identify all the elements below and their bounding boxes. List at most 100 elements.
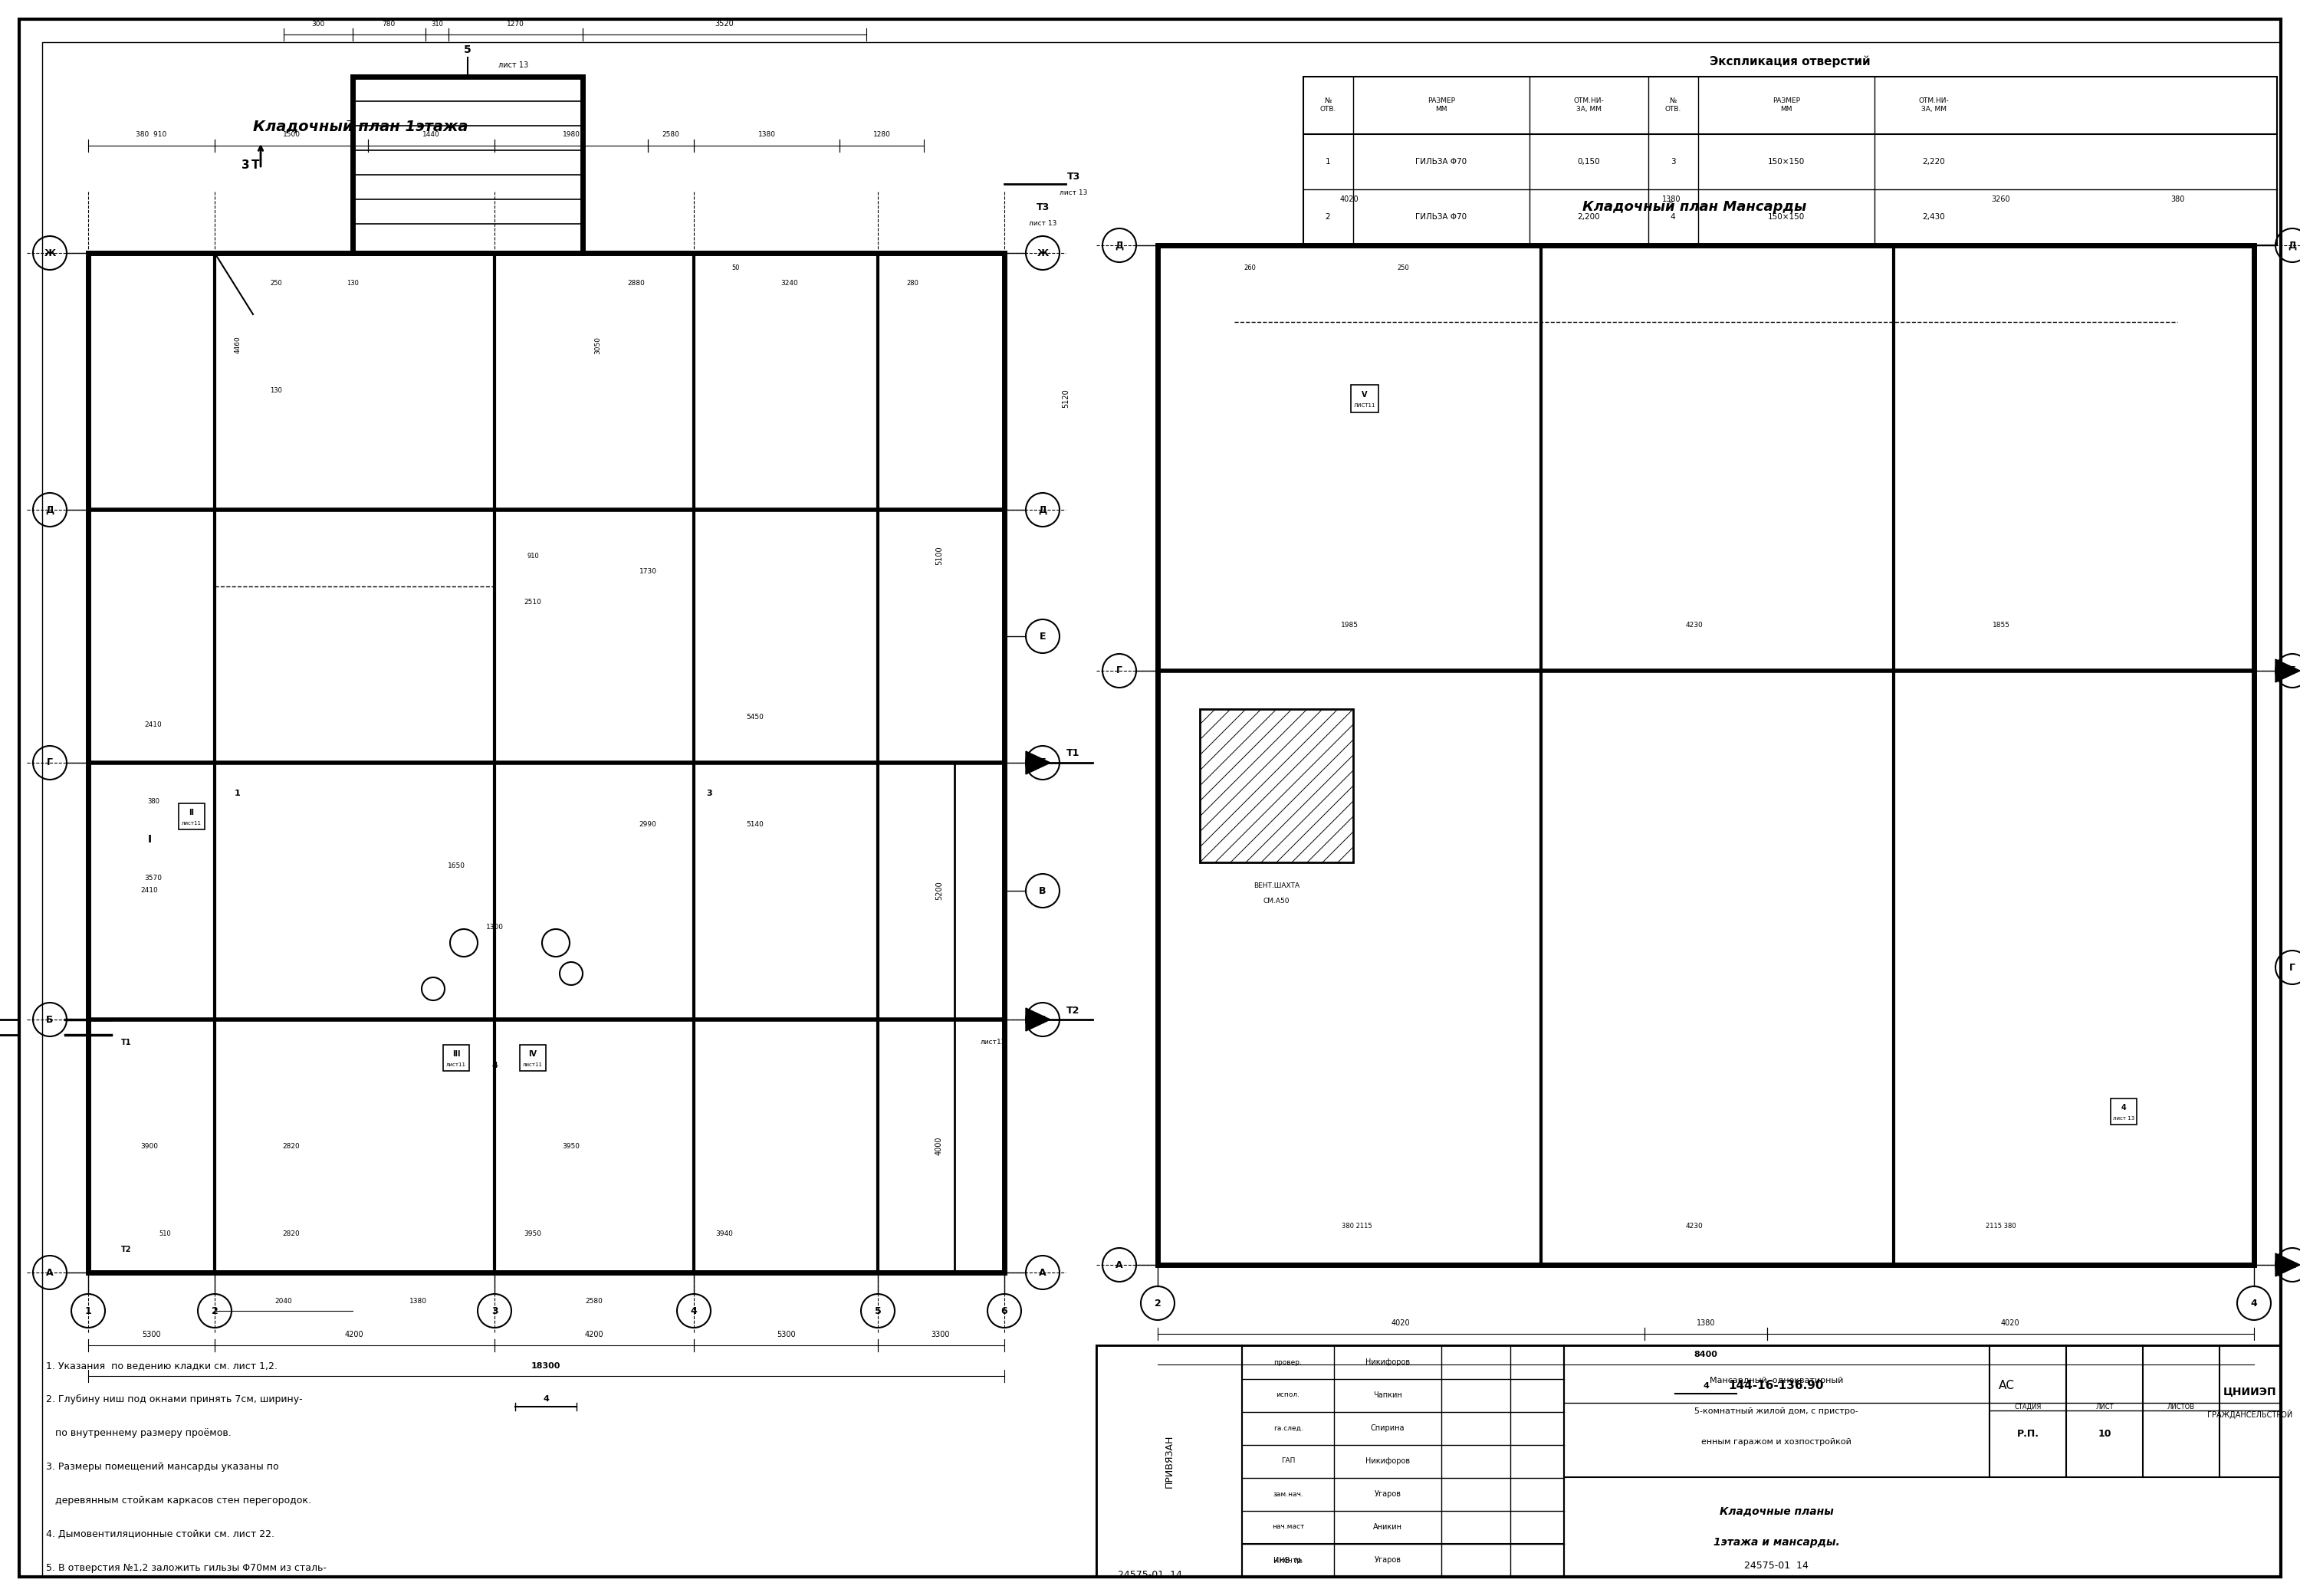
Text: 144-16-136.90: 144-16-136.90 — [1730, 1379, 1824, 1392]
Text: 2,430: 2,430 — [1923, 214, 1946, 220]
Text: зам.нач.: зам.нач. — [1272, 1491, 1304, 1497]
Text: Аникин: Аникин — [1373, 1523, 1403, 1531]
Polygon shape — [1026, 1009, 1051, 1031]
Text: 1440: 1440 — [423, 131, 439, 139]
Text: 250: 250 — [1396, 265, 1410, 271]
Text: 280: 280 — [906, 281, 918, 287]
Bar — [1350, 385, 1378, 412]
Text: 3050: 3050 — [593, 337, 603, 354]
Text: Т1: Т1 — [122, 1039, 131, 1047]
Text: АС: АС — [1999, 1379, 2015, 1392]
Text: ВЕНТ.ШАХТА: ВЕНТ.ШАХТА — [1254, 883, 1300, 889]
Text: 2115 380: 2115 380 — [1985, 1223, 2017, 1231]
Text: 2990: 2990 — [639, 820, 656, 827]
Text: 4: 4 — [2121, 1104, 2125, 1111]
Text: №
ОТВ.: № ОТВ. — [1665, 97, 1681, 112]
Text: ЛИСТОВ: ЛИСТОВ — [2167, 1403, 2194, 1411]
Text: 510: 510 — [159, 1231, 170, 1237]
Text: 5450: 5450 — [748, 713, 764, 720]
Text: Угаров: Угаров — [1375, 1491, 1401, 1499]
Text: 2,220: 2,220 — [1923, 158, 1946, 166]
Text: деревянным стойкам каркасов стен перегородок.: деревянным стойкам каркасов стен перегор… — [46, 1495, 310, 1505]
Text: лист12: лист12 — [980, 1039, 1005, 1045]
Text: СТАДИЯ: СТАДИЯ — [2015, 1403, 2042, 1411]
Text: 2040: 2040 — [276, 1298, 292, 1306]
Bar — [444, 1045, 469, 1071]
Text: ПРИВЯЗАН: ПРИВЯЗАН — [1164, 1435, 1173, 1487]
Text: Мансардный  однокватирный: Мансардный однокватирный — [1709, 1377, 1842, 1384]
Text: V: V — [1362, 391, 1368, 399]
Text: 50: 50 — [731, 265, 741, 271]
Text: 5: 5 — [465, 45, 471, 56]
Text: Г: Г — [2288, 962, 2295, 972]
Text: 1300: 1300 — [485, 924, 504, 930]
Text: по внутреннему размеру проёмов.: по внутреннему размеру проёмов. — [46, 1428, 232, 1438]
Text: 910: 910 — [527, 552, 538, 559]
Text: 1270: 1270 — [506, 21, 524, 27]
Text: 3240: 3240 — [782, 281, 798, 287]
Text: 3260: 3260 — [1992, 195, 2010, 203]
Text: 5120: 5120 — [1063, 389, 1070, 409]
Text: Д: Д — [1116, 241, 1125, 251]
Text: РАЗМЕР
ММ: РАЗМЕР ММ — [1773, 97, 1801, 112]
Text: Экспликация отверстий: Экспликация отверстий — [1709, 56, 1870, 67]
Text: 4000: 4000 — [936, 1136, 943, 1156]
Text: Т1: Т1 — [1067, 749, 1081, 758]
Text: Д: Д — [46, 504, 55, 516]
Text: ГАП: ГАП — [1281, 1457, 1295, 1465]
Text: 2: 2 — [212, 1306, 219, 1315]
Text: Г: Г — [2288, 666, 2295, 675]
Text: 1: 1 — [85, 1306, 92, 1315]
Text: Т3: Т3 — [1067, 171, 1081, 182]
Text: Г: Г — [46, 758, 53, 768]
Text: провер.: провер. — [1274, 1358, 1302, 1366]
Text: Т: Т — [251, 160, 260, 171]
Text: 4: 4 — [1670, 214, 1674, 220]
Text: ЛИСТ: ЛИСТ — [2095, 1403, 2114, 1411]
Text: 5100: 5100 — [936, 546, 943, 565]
Text: 2410: 2410 — [140, 887, 159, 894]
Text: Чапкин: Чапкин — [1373, 1392, 1403, 1400]
Polygon shape — [2275, 1253, 2300, 1277]
Text: 4460: 4460 — [235, 337, 242, 354]
Text: 1985: 1985 — [1341, 621, 1357, 629]
Text: 1980: 1980 — [561, 131, 580, 139]
Text: №
ОТВ.: № ОТВ. — [1320, 97, 1336, 112]
Text: 2580: 2580 — [662, 131, 678, 139]
Text: Угаров: Угаров — [1375, 1556, 1401, 1564]
Polygon shape — [1026, 752, 1051, 774]
Text: III: III — [453, 1050, 460, 1058]
Text: 4230: 4230 — [1686, 621, 1702, 629]
Text: лист11: лист11 — [446, 1063, 467, 1068]
Text: 3: 3 — [492, 1306, 497, 1315]
Text: 1: 1 — [235, 790, 242, 798]
Text: испол.: испол. — [1277, 1392, 1300, 1398]
Text: 780: 780 — [382, 21, 396, 27]
Text: 4020: 4020 — [1341, 195, 1359, 203]
Text: 1380: 1380 — [1697, 1320, 1716, 1326]
Text: 3: 3 — [1670, 158, 1674, 166]
Text: ЦНИИЭП: ЦНИИЭП — [2224, 1385, 2277, 1396]
Bar — [2111, 1098, 2137, 1125]
Text: 380: 380 — [147, 798, 159, 804]
Text: А: А — [1116, 1259, 1122, 1270]
Text: 1: 1 — [1325, 158, 1329, 166]
Text: 5300: 5300 — [777, 1331, 796, 1339]
Text: 1380: 1380 — [759, 131, 775, 139]
Text: лист11: лист11 — [522, 1063, 543, 1068]
Text: 4020: 4020 — [2001, 1320, 2019, 1326]
Text: 4: 4 — [690, 1306, 697, 1315]
Text: 4200: 4200 — [584, 1331, 603, 1339]
Polygon shape — [2275, 659, 2300, 681]
Text: 130: 130 — [269, 388, 283, 394]
Text: 2580: 2580 — [586, 1298, 603, 1306]
Text: 3300: 3300 — [932, 1331, 950, 1339]
Text: 1380: 1380 — [1663, 195, 1681, 203]
Text: Никифоров: Никифоров — [1366, 1457, 1410, 1465]
Text: Кладочный план 1этажа: Кладочный план 1этажа — [253, 120, 467, 134]
Text: ЛИСТ11: ЛИСТ11 — [1355, 404, 1375, 409]
Text: Р.П.: Р.П. — [2017, 1428, 2038, 1438]
Text: 3900: 3900 — [140, 1143, 159, 1149]
Text: Ж: Ж — [1037, 247, 1049, 259]
Text: 1650: 1650 — [446, 863, 465, 870]
